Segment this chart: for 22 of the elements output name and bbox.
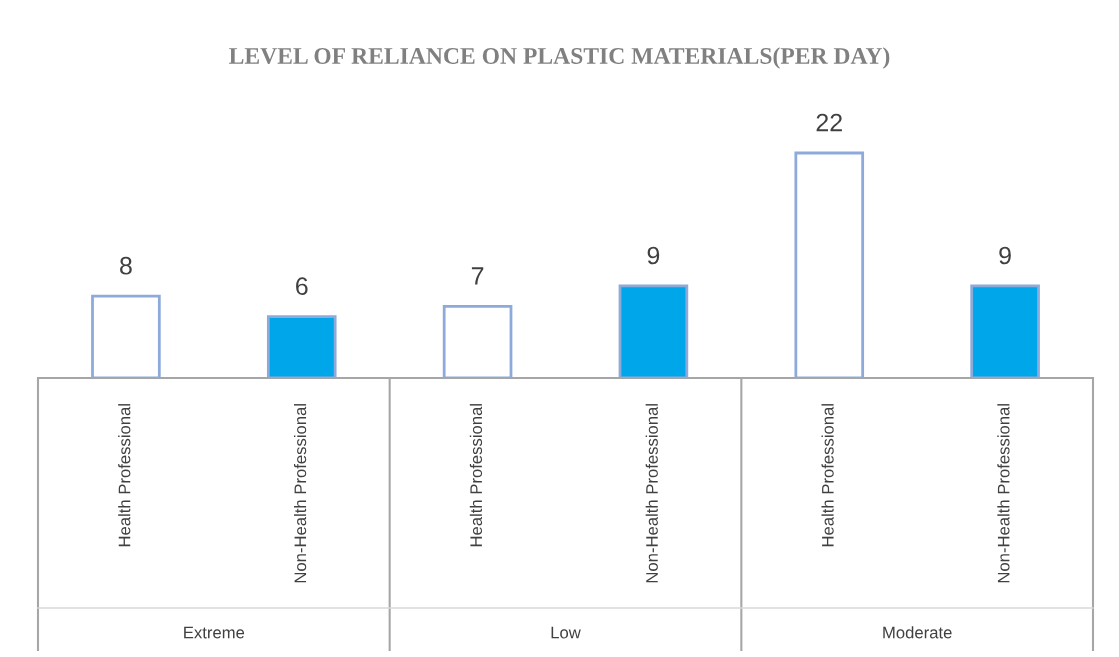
bar <box>442 305 513 378</box>
bar <box>618 284 689 378</box>
data-label: 7 <box>471 267 484 285</box>
bar <box>266 315 337 378</box>
text: Moderate <box>883 626 952 639</box>
bar <box>970 284 1040 378</box>
x-tick-label: Health Professional <box>469 404 483 547</box>
bar <box>794 151 865 378</box>
x-tick-label: Health Professional <box>118 404 131 547</box>
chart-title: LEVEL OF RELIANCE ON PLASTIC MATERIALS(PER DAY) <box>229 47 890 69</box>
text: Extreme <box>184 626 245 639</box>
text: Low <box>551 626 581 639</box>
data-label: 8 <box>120 256 132 275</box>
x-tick-label: Non-Health Professional <box>293 404 307 583</box>
x-tick-label: Non-Health Professional <box>645 404 658 583</box>
data-label: 9 <box>999 246 1011 265</box>
bar <box>91 294 161 378</box>
x-tick-label: Health Professional <box>821 404 834 547</box>
data-label: 22 <box>816 113 842 132</box>
data-label: 9 <box>647 246 660 265</box>
x-tick-label: Non-Health Professional <box>997 404 1010 583</box>
data-label: 6 <box>296 277 308 296</box>
